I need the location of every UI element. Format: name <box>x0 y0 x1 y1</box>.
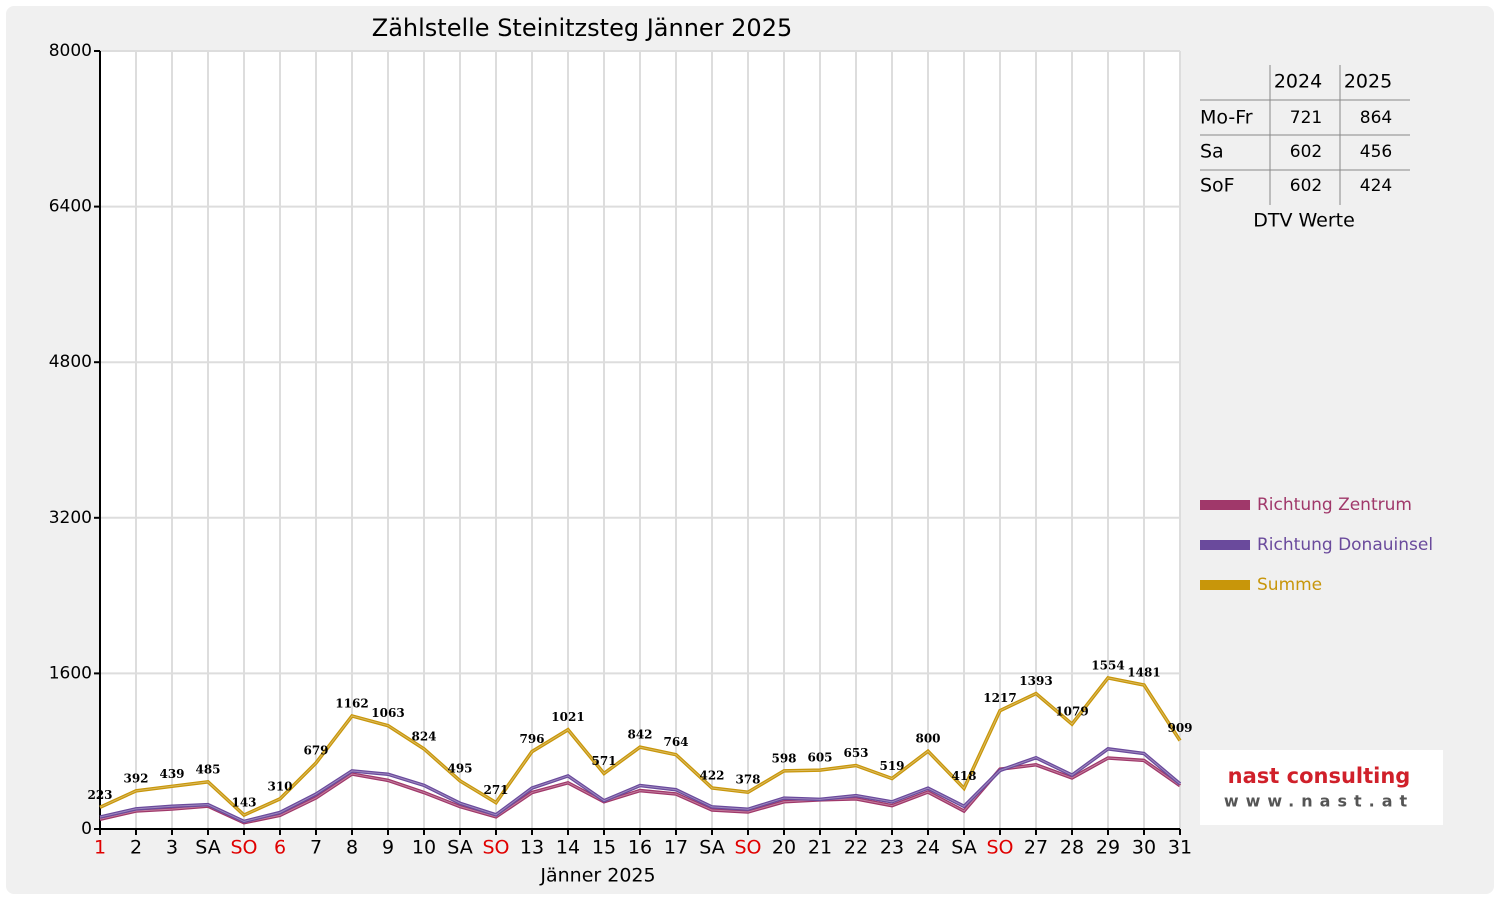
table-caption: DTV Werte <box>1253 210 1355 232</box>
legend-label: Richtung Donauinsel <box>1257 535 1433 555</box>
x-tick-label: 2 <box>130 837 142 859</box>
x-tick-label: 29 <box>1096 837 1120 859</box>
table-row-label: SoF <box>1200 175 1235 197</box>
x-tick-label: SO <box>734 837 761 859</box>
data-label: 310 <box>267 779 292 793</box>
x-tick-label: 3 <box>166 837 178 859</box>
x-tick-label: 10 <box>412 837 436 859</box>
x-tick-label: 24 <box>916 837 940 859</box>
table-header: 2025 <box>1344 71 1392 93</box>
data-label: 143 <box>231 796 256 810</box>
x-tick-label: 20 <box>772 837 796 859</box>
table-cell: 602 <box>1290 176 1322 196</box>
data-label: 439 <box>159 767 184 781</box>
data-label: 1393 <box>1019 674 1052 688</box>
x-tick-label: 22 <box>844 837 868 859</box>
data-label: 598 <box>771 751 796 765</box>
dtv-table: 2024 2025 DTV Werte <box>1200 65 1410 232</box>
table-cell: 721 <box>1290 108 1322 128</box>
x-tick-label: 13 <box>520 837 544 859</box>
table-row-label: Sa <box>1200 141 1224 163</box>
x-tick-label: SA <box>951 837 976 859</box>
series-line <box>99 747 1182 824</box>
data-label: 796 <box>519 732 544 746</box>
table-cell: 456 <box>1360 142 1392 162</box>
x-tick-label: 8 <box>346 837 358 859</box>
x-tick-label: 1 <box>94 837 106 859</box>
x-tick-label: 28 <box>1060 837 1084 859</box>
table-cell: 424 <box>1360 176 1392 196</box>
legend-swatch <box>1200 580 1250 590</box>
series-line-highlight <box>99 677 1181 816</box>
data-label: 422 <box>699 768 724 782</box>
y-tick-label: 8000 <box>49 41 92 61</box>
x-tick-label: 16 <box>628 837 652 859</box>
y-tick-label: 0 <box>81 819 92 839</box>
x-tick-label: 14 <box>556 837 580 859</box>
table-header: 2024 <box>1274 71 1322 93</box>
legend-label: Richtung Zentrum <box>1257 495 1412 515</box>
data-label: 571 <box>591 754 616 768</box>
data-label: 495 <box>447 761 472 775</box>
logo-box <box>1200 750 1443 825</box>
data-label: 378 <box>735 773 760 787</box>
legend-swatch <box>1200 540 1250 550</box>
data-label: 418 <box>951 769 976 783</box>
data-label: 1063 <box>371 706 404 720</box>
data-label: 1021 <box>551 710 584 724</box>
data-label: 223 <box>87 788 112 802</box>
x-tick-label: 30 <box>1132 837 1156 859</box>
x-tick-label: 27 <box>1024 837 1048 859</box>
data-label: 842 <box>627 728 652 742</box>
data-label: 1079 <box>1055 705 1088 719</box>
legend-label: Summe <box>1257 575 1322 595</box>
y-tick-label: 1600 <box>49 663 92 683</box>
y-tick-label: 3200 <box>49 508 92 528</box>
x-tick-label: 7 <box>310 837 322 859</box>
series-line <box>99 675 1182 818</box>
table-row-label: Mo-Fr <box>1200 107 1253 129</box>
x-tick-label: SO <box>482 837 509 859</box>
data-label: 485 <box>195 762 220 776</box>
y-tick-label: 6400 <box>49 197 92 217</box>
x-tick-label: 6 <box>274 837 286 859</box>
y-tick-label: 4800 <box>49 352 92 372</box>
data-label: 1481 <box>1127 665 1160 679</box>
data-label: 653 <box>843 746 868 760</box>
data-label: 519 <box>879 759 904 773</box>
data-label: 1217 <box>983 691 1016 705</box>
x-tick-label: 23 <box>880 837 904 859</box>
data-label: 909 <box>1167 721 1192 735</box>
data-label: 271 <box>483 783 508 797</box>
data-label: 800 <box>915 732 940 746</box>
data-label: 824 <box>411 729 436 743</box>
data-label: 605 <box>807 751 832 765</box>
logo-url: www.nast.at <box>1224 792 1414 811</box>
table-cell: 864 <box>1360 108 1392 128</box>
logo-name: nast consulting <box>1228 764 1411 788</box>
x-tick-label: SA <box>447 837 472 859</box>
chart-title: Zählstelle Steinitzsteg Jänner 2025 <box>372 14 793 42</box>
x-axis-label: Jänner 2025 <box>539 865 655 887</box>
x-tick-label: 31 <box>1168 837 1192 859</box>
x-tick-label: SO <box>230 837 257 859</box>
data-label: 764 <box>663 735 688 749</box>
series-line-highlight <box>99 748 1181 822</box>
data-label: 1162 <box>335 696 368 710</box>
x-tick-label: 15 <box>592 837 616 859</box>
x-tick-label: 9 <box>382 837 394 859</box>
x-tick-label: SA <box>195 837 220 859</box>
data-label: 679 <box>303 743 328 757</box>
x-tick-label: 17 <box>664 837 688 859</box>
data-label: 1554 <box>1091 658 1124 672</box>
x-tick-label: SO <box>986 837 1013 859</box>
table-cell: 602 <box>1290 142 1322 162</box>
x-tick-label: SA <box>699 837 724 859</box>
legend-swatch <box>1200 500 1250 510</box>
data-label: 392 <box>123 771 148 785</box>
x-tick-label: 21 <box>808 837 832 859</box>
